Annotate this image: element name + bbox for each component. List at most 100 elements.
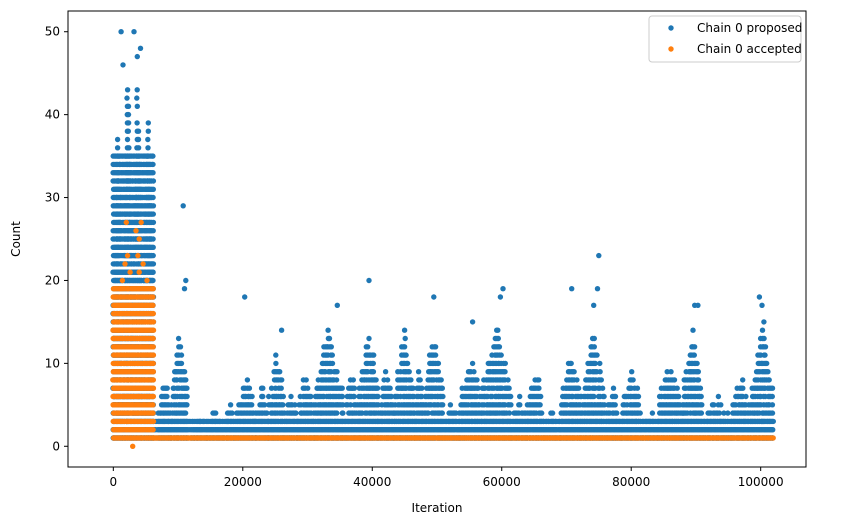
data-point xyxy=(136,170,143,176)
data-point xyxy=(366,335,372,342)
data-point xyxy=(134,120,140,126)
data-point xyxy=(351,385,358,391)
data-point xyxy=(538,393,544,400)
data-point xyxy=(182,410,189,416)
data-point xyxy=(325,327,331,333)
data-point xyxy=(403,352,409,358)
data-point xyxy=(116,170,122,176)
data-point xyxy=(135,128,142,134)
data-point xyxy=(474,377,480,383)
data-point xyxy=(496,344,503,350)
data-point xyxy=(260,385,266,391)
data-point xyxy=(127,170,134,176)
y-tick-label: 0 xyxy=(52,439,60,453)
data-point xyxy=(146,170,153,176)
data-point xyxy=(308,393,314,400)
data-point xyxy=(117,236,124,242)
data-point xyxy=(181,369,188,375)
data-point xyxy=(365,344,371,350)
data-point xyxy=(347,402,354,408)
data-point xyxy=(148,252,154,259)
y-tick-label: 30 xyxy=(45,191,60,205)
data-point xyxy=(404,360,411,367)
data-point xyxy=(137,211,143,217)
data-point xyxy=(508,402,514,408)
data-point xyxy=(350,377,356,383)
data-point xyxy=(384,377,391,383)
data-point xyxy=(137,178,143,184)
data-point xyxy=(506,385,512,391)
data-point xyxy=(402,335,408,342)
y-tick-label: 20 xyxy=(45,273,60,287)
data-point xyxy=(125,203,132,209)
data-point xyxy=(549,410,556,416)
data-point xyxy=(406,369,412,375)
data-point xyxy=(135,153,142,159)
data-point xyxy=(201,418,207,425)
data-point xyxy=(447,402,454,408)
data-point xyxy=(370,360,376,367)
data-point xyxy=(146,228,153,234)
data-point xyxy=(495,335,501,342)
data-point xyxy=(134,87,140,93)
data-point xyxy=(410,385,416,391)
data-point xyxy=(539,410,545,416)
data-point xyxy=(440,393,446,400)
data-point xyxy=(334,369,340,375)
data-point xyxy=(118,194,124,201)
data-point xyxy=(184,393,190,400)
data-point xyxy=(419,385,425,391)
data-point xyxy=(475,385,481,391)
data-point xyxy=(469,360,476,367)
data-point xyxy=(123,194,129,201)
data-point xyxy=(183,377,189,383)
data-point xyxy=(116,252,122,259)
data-point xyxy=(146,194,152,201)
data-point xyxy=(125,128,131,134)
data-point xyxy=(178,352,185,358)
data-point xyxy=(435,360,442,367)
data-point xyxy=(328,344,334,350)
data-point xyxy=(124,95,130,101)
data-point xyxy=(382,369,389,375)
data-point xyxy=(279,377,285,383)
data-point xyxy=(502,369,508,375)
data-point xyxy=(125,103,132,110)
data-point xyxy=(374,385,381,391)
data-point xyxy=(293,410,299,416)
data-point xyxy=(118,244,124,250)
data-point xyxy=(415,369,422,375)
data-point xyxy=(117,219,123,226)
data-point xyxy=(417,377,423,383)
data-point xyxy=(495,327,501,333)
data-point xyxy=(150,186,156,192)
data-point xyxy=(150,219,157,226)
data-point xyxy=(508,393,514,400)
data-point xyxy=(127,161,133,168)
data-point xyxy=(334,410,340,416)
data-point xyxy=(213,410,219,416)
data-point xyxy=(502,360,508,367)
data-point xyxy=(150,269,156,275)
data-point xyxy=(280,393,286,400)
data-point xyxy=(117,203,124,209)
data-point xyxy=(517,402,523,408)
data-point xyxy=(135,203,142,209)
data-point xyxy=(125,120,132,126)
data-point xyxy=(273,360,279,367)
data-point xyxy=(517,393,523,400)
data-point xyxy=(303,377,309,383)
data-point xyxy=(116,178,122,184)
data-point xyxy=(333,377,340,383)
data-point xyxy=(440,402,446,408)
data-point xyxy=(288,393,294,400)
data-point xyxy=(340,410,346,416)
data-point xyxy=(127,244,134,250)
data-point xyxy=(261,402,268,408)
data-point xyxy=(127,194,133,201)
data-point xyxy=(375,393,381,400)
data-point xyxy=(145,178,151,184)
data-point xyxy=(536,385,542,391)
